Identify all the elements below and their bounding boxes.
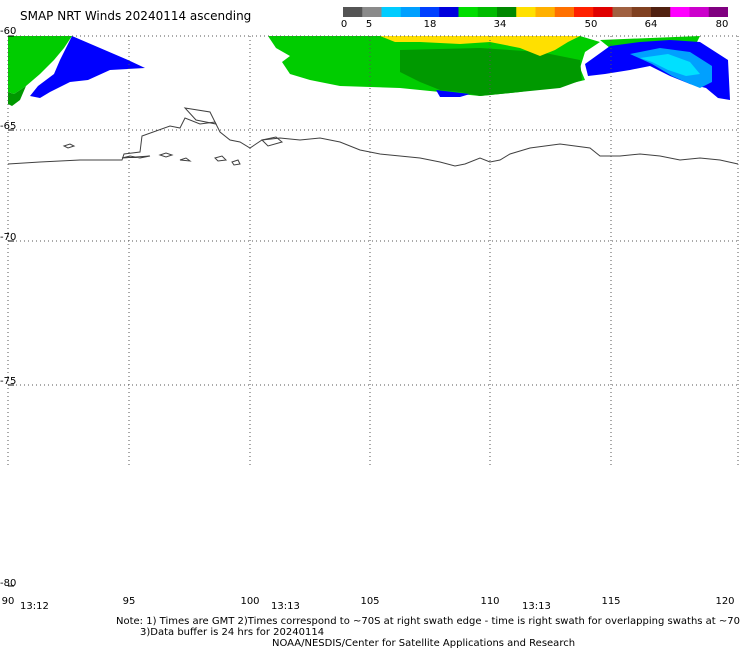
map-title: SMAP NRT Winds 20240114 ascending (20, 9, 252, 23)
note-line-2: 3)Data buffer is 24 hrs for 20240114 (140, 627, 325, 638)
grid-lines (7, 35, 740, 465)
legend-swatch (420, 7, 440, 17)
legend-swatch (477, 7, 498, 17)
lat-label-65: -65 (0, 121, 17, 132)
lat-label-80: -80 (0, 578, 17, 589)
wind-swath-layer (8, 36, 730, 106)
legend-swatch (708, 7, 728, 17)
legend-swatch (439, 7, 459, 17)
legend-swatch (343, 7, 363, 17)
legend-swatch (612, 7, 633, 17)
legend-swatch (381, 7, 402, 17)
time-label-1: 13:12 (20, 601, 49, 612)
axis-ticks (8, 35, 14, 587)
lat-label-75: -75 (0, 376, 17, 387)
legend-swatch (670, 7, 690, 17)
legend-swatch (651, 7, 671, 17)
legend-label-64: 64 (644, 19, 658, 30)
wind-patch-left-darkgreen (8, 86, 26, 106)
legend-swatch (593, 7, 613, 17)
wind-speed-legend-bar (343, 7, 728, 17)
lon-label-90: 90 (1, 596, 15, 607)
wind-patch-right-cyan (640, 54, 700, 76)
note-line-3: NOAA/NESDIS/Center for Satellite Applica… (272, 638, 576, 649)
time-label-3: 13:13 (522, 601, 551, 612)
lon-label-100: 100 (240, 596, 260, 607)
lon-label-115: 115 (601, 596, 621, 607)
legend-label-0: 0 (340, 19, 348, 30)
legend-swatch (535, 7, 556, 17)
lat-label-70: -70 (0, 232, 17, 243)
legend-label-34: 34 (493, 19, 507, 30)
legend-swatch (400, 7, 421, 17)
legend-swatch (458, 7, 479, 17)
lon-label-120: 120 (715, 596, 735, 607)
wind-patch-center-blue (436, 90, 470, 97)
time-label-2: 13:13 (271, 601, 300, 612)
wind-patch-left-blue (30, 36, 145, 98)
legend-label-18: 18 (423, 19, 437, 30)
legend-swatch (689, 7, 710, 17)
lon-label-95: 95 (122, 596, 136, 607)
wind-patch-left-green (8, 36, 72, 94)
lon-label-105: 105 (360, 596, 380, 607)
legend-label-80: 80 (715, 19, 729, 30)
legend-swatch (362, 7, 382, 17)
antarctic-coastline (7, 107, 739, 167)
legend-swatch (574, 7, 594, 17)
legend-label-5: 5 (365, 19, 373, 30)
wind-patch-center-yellow (380, 36, 580, 56)
wind-patch-center-darkgreen (400, 48, 582, 96)
legend-swatch (631, 7, 652, 17)
legend-label-50: 50 (584, 19, 598, 30)
note-line-1: Note: 1) Times are GMT 2)Times correspon… (116, 616, 740, 627)
lat-label-60: -60 (0, 26, 17, 37)
lon-label-110: 110 (480, 596, 500, 607)
legend-swatch (554, 7, 575, 17)
legend-swatch (497, 7, 517, 17)
legend-swatch (516, 7, 536, 17)
